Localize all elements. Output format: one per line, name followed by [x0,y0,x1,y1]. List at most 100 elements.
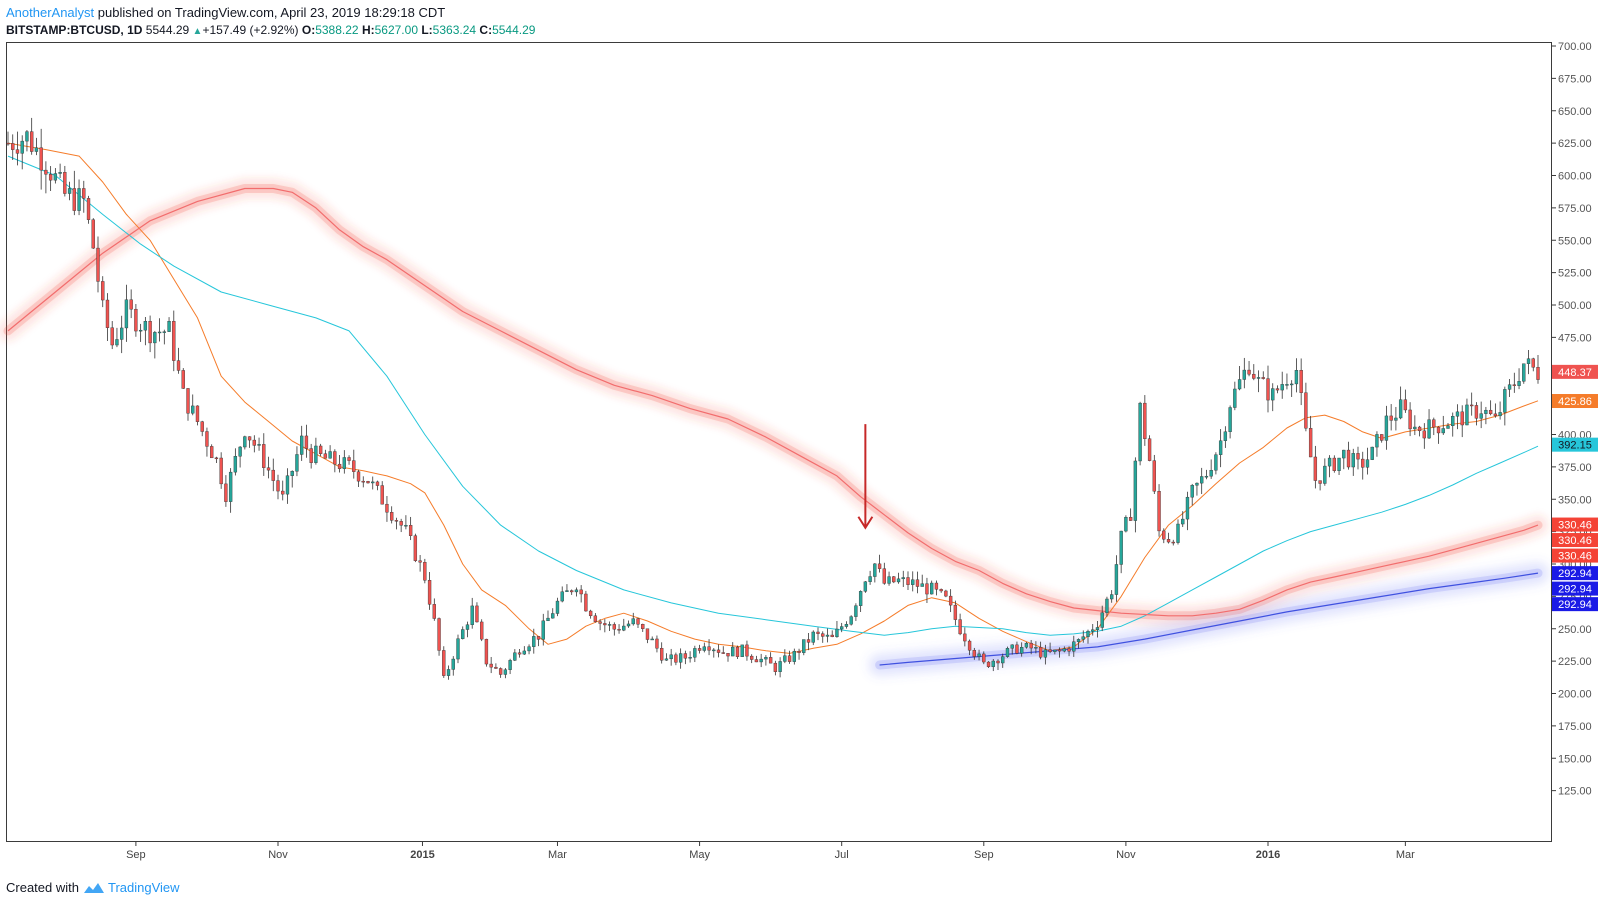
candle-body [1038,647,1043,658]
candle-body [726,653,730,657]
candle-body [1484,409,1488,414]
candle-body [1072,641,1076,652]
candle-body [1503,389,1507,413]
candle-body [1105,598,1109,613]
author-link[interactable]: AnotherAnalyst [6,5,95,20]
candle-body [413,535,418,561]
candle-body [129,299,133,310]
candle-body [1166,539,1171,543]
candle-body [735,646,740,657]
candle-body [622,625,626,631]
candle-body [328,451,332,459]
candle-body [148,320,152,344]
candle-body [631,618,635,625]
candle-body [1214,454,1218,471]
candle-body [143,320,148,331]
candle-body [375,481,380,486]
candle-body [645,628,650,640]
candle-body [1057,649,1062,652]
price-tag-bg [1552,394,1598,409]
x-tick-label: Nov [268,849,288,861]
publish-line: AnotherAnalyst published on TradingView.… [6,5,445,20]
candle-body [858,591,863,606]
candle-body [498,668,503,675]
candle-body [835,628,839,638]
candle-body [1370,446,1374,460]
x-tick-label: Nov [1116,849,1136,861]
candle-body [233,456,238,473]
candle-body [1256,377,1261,379]
candle-body [560,591,564,602]
y-tick-label: 625.00 [1558,138,1592,150]
tradingview-link[interactable]: TradingView [107,880,180,895]
candle-body [967,640,972,651]
candle-body [1417,426,1422,432]
price-tag-bg [1552,597,1598,612]
candle-body [1427,419,1431,439]
candle-body [1138,402,1142,462]
candle-body [958,619,962,635]
candle-body [1176,523,1180,543]
price-tag-bg [1552,533,1598,548]
candle-body [1114,564,1119,595]
candle-body [252,439,256,446]
candle-body [153,332,157,344]
candle-body [1460,411,1464,426]
candle-body [1062,648,1066,652]
close-value: 5544.29 [492,23,536,37]
candle-body [352,460,356,472]
candle-body [1171,541,1175,544]
candle-body [1067,648,1071,652]
candle-body [1526,358,1531,364]
candle-body [347,457,351,461]
candle-body [849,616,853,625]
candle-body [996,660,1000,664]
candle-body [105,299,110,328]
high-label: H: [361,23,375,37]
price-tag-label: 292.94 [1558,568,1592,580]
candle-body [840,626,844,630]
candle-body [892,576,896,583]
price-tag-bg [1552,517,1598,532]
candle-body [1285,384,1289,386]
x-tick-label: Sep [126,849,146,861]
candle-body [1119,530,1123,565]
y-tick-label: 600.00 [1558,171,1592,183]
candle-body [773,662,778,672]
candle-body [693,648,697,658]
candle-body [1086,630,1090,637]
candle-body [873,563,877,577]
candle-body [120,327,124,340]
candle-body [262,444,266,468]
candle-body [72,188,76,211]
candle-body [1252,373,1256,379]
candle-body [754,659,759,663]
candle-body [1337,457,1341,471]
candle-body [1001,656,1005,664]
y-tick-label: 350.00 [1558,494,1592,506]
candle-body [371,481,375,484]
candle-body [309,448,313,463]
candle-body [1181,518,1185,525]
candle-body [953,604,958,620]
candle-body [399,521,403,526]
annotations [857,424,874,530]
candle-body [593,615,598,622]
candle-body [219,457,223,485]
candle-body [1308,428,1313,458]
up-triangle-icon: ▲ [192,26,203,37]
candle-body [669,654,673,660]
candle-body [134,308,138,332]
candle-body [532,636,536,647]
candle-body [15,149,20,154]
candle-body [285,475,290,495]
candle-body [1237,379,1242,390]
candle-body [1465,404,1469,426]
candle-body [101,281,105,301]
candle-body [281,490,285,495]
candle-body [446,669,451,676]
candle-body [1218,440,1223,455]
candle-body [1351,453,1355,468]
candle-body [1455,411,1460,417]
